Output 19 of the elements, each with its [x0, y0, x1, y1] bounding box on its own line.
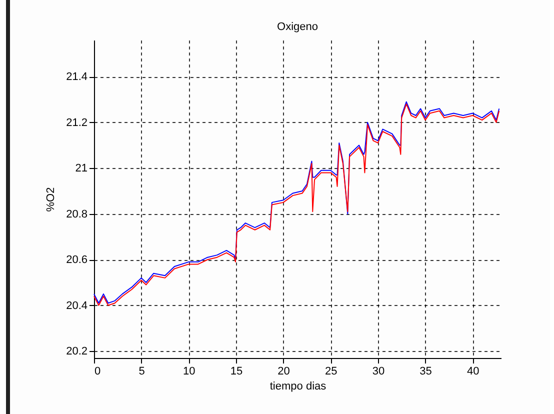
x-tick-label: 0	[94, 366, 101, 378]
y-tick-label: 21.4	[66, 71, 88, 84]
chart-title: Oxigeno	[277, 21, 318, 33]
x-tick-label: 25	[325, 366, 338, 378]
y-tick-label: 20.8	[66, 208, 88, 220]
x-tick-label: 10	[183, 366, 196, 378]
y-axis-title: %O2	[45, 187, 58, 212]
x-tick-label: 20	[278, 366, 290, 378]
x-tick-label: 30	[372, 366, 385, 378]
y-tick-label: 21.2	[66, 116, 88, 129]
y-tick-label: 20.4	[66, 300, 88, 312]
x-tick-label: 35	[420, 366, 432, 378]
y-tick-label: 20.2	[66, 346, 88, 358]
y-tick-label: 21	[75, 162, 88, 175]
x-tick-label: 5	[138, 366, 145, 378]
x-axis-title: tiempo dias	[270, 380, 327, 392]
x-tick-label: 15	[230, 366, 243, 378]
y-tick-label: 20.6	[66, 254, 88, 266]
x-tick-label: 40	[466, 366, 480, 378]
